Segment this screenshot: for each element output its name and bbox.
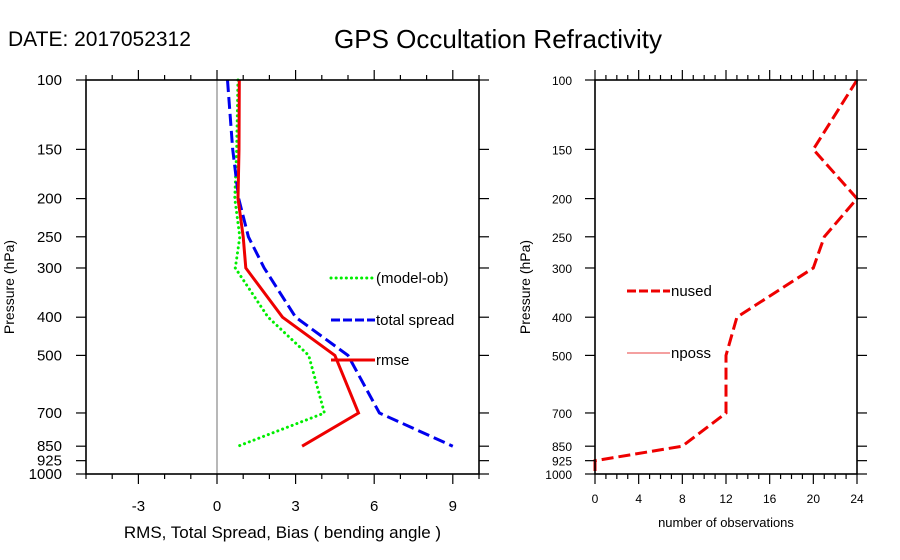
y-tick-label: 1000 [29,466,62,483]
x-tick-label: 4 [635,492,642,506]
x-tick-label: 8 [679,492,686,506]
count-panel: 0 4 8 12 16 20 24 100 150 200 250 300 400 500 700 85092… [517,70,867,530]
y-axis-label: Pressure (hPa) [517,240,533,334]
legend-label: total spread [376,312,454,329]
x-tick-label: 24 [850,492,864,506]
y-tick-label: 400 [37,309,62,326]
y-tick-label: 200 [552,193,572,207]
y-tick-label: 925 [37,453,62,470]
stats-panel: -3 0 3 6 9 100 150 200 250 300 400 500 700 8509251000… [1,70,489,542]
y-tick-label: 150 [37,141,62,158]
x-tick-label: 6 [370,498,378,515]
plot-frame [594,79,858,475]
y-tick-label: 850 [552,440,572,454]
y-tick-label: 850 [37,438,62,455]
date-label: DATE: 2017052312 [8,28,191,51]
legend-label: nused [671,283,712,300]
series-line-modelob [233,78,327,448]
x-tick-label: 3 [291,498,299,515]
series-line-rmse [236,79,361,448]
y-tick-label: 100 [552,74,572,88]
x-tick-label: 0 [592,492,599,506]
y-tick-label: 700 [552,407,572,421]
series-line-nused [593,79,859,474]
x-tick-label: 20 [807,492,821,506]
series-line-totalspread [226,79,454,448]
y-tick-label: 925 [552,455,572,469]
x-axis-label: number of observations [658,515,794,530]
y-tick-label: 150 [552,143,572,157]
x-tick-label: 12 [719,492,733,506]
y-tick-label: 500 [37,347,62,364]
y-tick-label: 1000 [545,468,572,482]
y-tick-label: 300 [37,260,62,277]
y-tick-label: 700 [37,405,62,422]
y-axis-label: Pressure (hPa) [1,240,17,334]
x-tick-label: 9 [449,498,457,515]
legend-label: rmse [376,352,409,369]
y-tick-label: 200 [37,191,62,208]
plot-frame [85,79,480,475]
figure-title: GPS Occultation Refractivity [334,24,662,54]
x-tick-label: 0 [213,498,221,515]
y-tick-label: 500 [552,349,572,363]
legend-label: (model-ob) [376,270,449,287]
y-tick-label: 400 [552,311,572,325]
x-axis-label: RMS, Total Spread, Bias ( bending angle … [124,523,441,542]
x-tick-label: -3 [132,498,145,515]
y-tick-label: 250 [552,231,572,245]
y-tick-label: 250 [37,229,62,246]
y-tick-label: 100 [37,72,62,89]
legend-label: nposs [671,345,711,362]
y-tick-label: 300 [552,262,572,276]
x-tick-label: 16 [763,492,777,506]
